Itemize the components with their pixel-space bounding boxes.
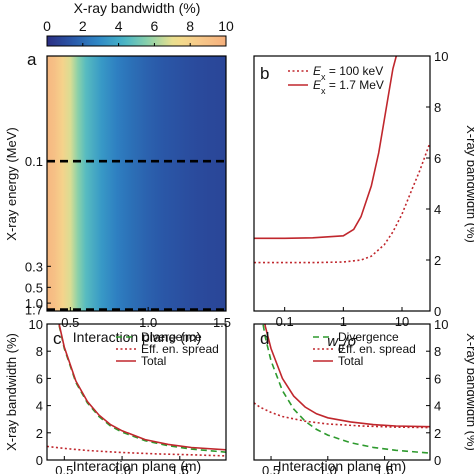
panel-b-xlabel: w0/σ (327, 333, 358, 355)
y-tick-label: 1.0 (25, 296, 43, 311)
y-tick-label: 1.7 (25, 303, 43, 318)
panel-d-letter: d (260, 329, 269, 348)
y-tick-label: 6 (36, 371, 43, 386)
x-tick-label: 1 (340, 314, 347, 329)
x-tick-label: 1.5 (171, 463, 189, 474)
colorbar-tick-label: 6 (151, 18, 159, 34)
panel-c-x-ticks: 0.5 1.0 1.5 (55, 456, 189, 474)
panel-d-xlabel: Interaction plane (m) (278, 458, 406, 474)
y-tick-label: 8 (36, 344, 43, 359)
panel-a-frame (46, 55, 227, 312)
y-tick-label: 10 (29, 317, 43, 332)
legend-label: Eff. en. spread (338, 342, 416, 356)
x-tick-label: 1.0 (319, 463, 337, 474)
reference-lines (47, 159, 226, 311)
y-tick-label: 0.5 (25, 280, 43, 295)
y-tick-label: 4 (434, 202, 441, 217)
y-tick-label: 8 (434, 100, 441, 115)
panel-b-y-ticks: 0 2 4 6 8 10 (426, 49, 448, 319)
y-tick-label: 0 (434, 453, 441, 468)
series-line-total (264, 324, 430, 428)
panel-c-frame (46, 323, 227, 461)
x-tick-label: 0.5 (262, 463, 280, 474)
y-tick-label: 2 (434, 253, 441, 268)
y-tick-label: 8 (434, 344, 441, 359)
panel-d-y-ticks: 0 2 4 6 8 10 (426, 317, 448, 468)
series-line-total (58, 324, 226, 451)
legend-label: Ex = 1.7 MeV (313, 78, 384, 96)
series-line-eff-en-spread (254, 402, 430, 429)
panel-d-frame (253, 323, 431, 461)
colorbar-tick-label: 0 (43, 18, 51, 34)
colorbar-tick-labels: 0 2 4 6 8 10 (43, 18, 234, 34)
y-tick-label: 6 (434, 371, 441, 386)
panel-b-x-ticks: 0.1 1 10 (276, 307, 409, 329)
panel-b-ylabel: X-ray bandwidth (%) (464, 125, 474, 243)
x-tick-label: 10 (395, 314, 409, 329)
colorbar-tick-label: 2 (79, 18, 87, 34)
panel-a-x-ticks: 0.5 1.0 1.5 (61, 307, 231, 330)
panel-b-frame (253, 55, 431, 312)
panel-c-y-ticks: 0 2 4 6 8 10 (29, 317, 51, 468)
x-tick-label: 1.0 (113, 463, 131, 474)
series-line-divergence (262, 324, 430, 454)
y-tick-label: 4 (36, 399, 43, 414)
y-tick-label: 0 (434, 304, 441, 319)
legend-label: Ex = 100 keV (313, 64, 383, 82)
y-tick-label: 10 (434, 49, 448, 64)
y-tick-label: 2 (36, 426, 43, 441)
colorbar-tick-label: 8 (186, 18, 194, 34)
x-tick-label: 1.5 (213, 315, 231, 330)
x-tick-label: 0.1 (276, 314, 294, 329)
panel-b-letter: b (260, 64, 269, 83)
panel-d-x-ticks: 0.5 1.0 1.5 (262, 456, 394, 474)
x-tick-label: 1.5 (376, 463, 394, 474)
legend-label: Divergence (141, 330, 202, 344)
panel-d-series (254, 324, 430, 454)
series-line-eff-en-spread (47, 445, 226, 457)
panel-c-series (47, 324, 226, 457)
x-tick-label: 0.5 (55, 463, 73, 474)
legend-label: Total (338, 354, 363, 368)
panel-c-xlabel: Interaction plane (m) (73, 458, 201, 474)
panel-c-letter: c (53, 329, 62, 348)
colorbar-tick-label: 10 (218, 18, 234, 34)
series-line-ex-1-7-mev (254, 56, 398, 240)
legend-label: Divergence (338, 330, 399, 344)
y-tick-label: 0.3 (25, 259, 43, 274)
colorbar-label: X-ray bandwidth (%) (74, 0, 201, 16)
panel-a-letter: a (27, 50, 37, 69)
y-tick-label: 0 (36, 453, 43, 468)
y-tick-label: 0.1 (25, 154, 43, 169)
x-tick-label: 1.0 (139, 315, 157, 330)
panel-d-ylabel: X-ray bandwidth (%) (464, 333, 474, 451)
x-tick-label: 0.5 (61, 315, 79, 330)
legend-label: Total (141, 354, 166, 368)
colorbar-bar (46, 35, 227, 47)
panel-a-ylabel: X-ray energy (MeV) (4, 127, 19, 240)
panel-a-xlabel: Interaction plane (m) (73, 329, 201, 345)
series-line-divergence (57, 324, 226, 453)
colorbar: X-ray bandwidth (%) 0 2 4 6 8 10 (43, 0, 234, 47)
panel-b-series (254, 56, 430, 264)
panel-c-ylabel: X-ray bandwidth (%) (4, 333, 19, 451)
y-tick-label: 10 (434, 317, 448, 332)
y-tick-label: 2 (434, 426, 441, 441)
colorbar-ticks (46, 43, 227, 46)
series-line-ex-100-kev (254, 142, 430, 264)
heatmap-area (47, 56, 226, 311)
y-tick-label: 6 (434, 151, 441, 166)
y-tick-label: 4 (434, 399, 441, 414)
colorbar-tick-label: 4 (115, 18, 123, 34)
panel-a-y-ticks: 0.1 0.3 0.51.01.7 (25, 154, 51, 318)
panel-a-heatmap: 0.10.30.51.01.7 0.5 1.0 1.5 a X-ray energy… (4, 50, 231, 345)
legend-label: Eff. en. spread (141, 342, 219, 356)
